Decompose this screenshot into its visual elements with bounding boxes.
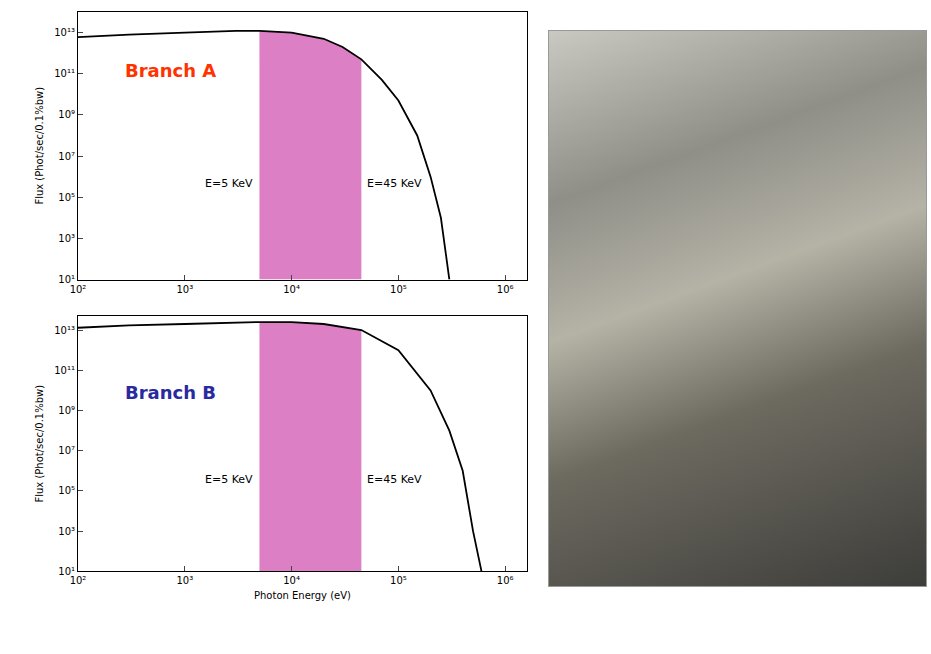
svg-text:10⁴: 10⁴: [283, 575, 300, 586]
svg-text:10¹³: 10¹³: [54, 27, 75, 38]
svg-text:Photon Energy (eV): Photon Energy (eV): [254, 590, 351, 601]
svg-text:10³: 10³: [58, 526, 75, 537]
svg-text:10⁵: 10⁵: [390, 284, 407, 295]
svg-text:10³: 10³: [58, 233, 75, 244]
svg-text:10³: 10³: [176, 284, 193, 295]
svg-text:E=5 KeV: E=5 KeV: [205, 177, 253, 190]
svg-text:10¹: 10¹: [58, 566, 75, 577]
svg-text:10²: 10²: [70, 575, 87, 586]
svg-text:10⁵: 10⁵: [58, 192, 75, 203]
svg-text:10⁷: 10⁷: [58, 445, 75, 456]
svg-text:10²: 10²: [70, 284, 87, 295]
svg-text:10⁶: 10⁶: [497, 575, 514, 586]
svg-text:Flux (Phot/sec/0.1%bw): Flux (Phot/sec/0.1%bw): [34, 385, 45, 503]
svg-text:E=45 KeV: E=45 KeV: [367, 177, 422, 190]
svg-text:Branch A: Branch A: [125, 60, 216, 81]
svg-text:10¹¹: 10¹¹: [54, 68, 75, 79]
svg-text:10⁶: 10⁶: [497, 284, 514, 295]
svg-text:10¹¹: 10¹¹: [54, 365, 75, 376]
svg-text:10⁷: 10⁷: [58, 151, 75, 162]
svg-text:10⁹: 10⁹: [58, 109, 75, 120]
svg-text:10¹³: 10¹³: [54, 325, 75, 336]
svg-text:10⁹: 10⁹: [58, 405, 75, 416]
svg-text:Branch B: Branch B: [125, 382, 216, 403]
svg-text:10⁵: 10⁵: [390, 575, 407, 586]
svg-text:10¹: 10¹: [58, 274, 75, 285]
svg-text:Flux (Phot/sec/0.1%bw): Flux (Phot/sec/0.1%bw): [34, 87, 45, 205]
svg-text:E=45 KeV: E=45 KeV: [367, 473, 422, 486]
svg-text:10⁵: 10⁵: [58, 485, 75, 496]
svg-text:10³: 10³: [176, 575, 193, 586]
svg-text:E=5 KeV: E=5 KeV: [205, 473, 253, 486]
svg-text:10⁴: 10⁴: [283, 284, 300, 295]
